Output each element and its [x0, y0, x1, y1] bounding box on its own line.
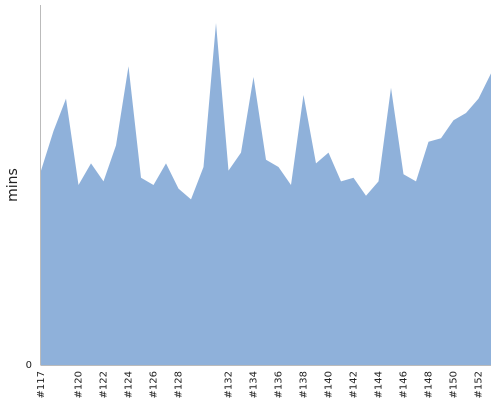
data-point — [52, 129, 56, 133]
x-tick-label: #150 — [449, 371, 460, 398]
data-point — [189, 197, 193, 201]
x-tick-label: #124 — [124, 371, 135, 398]
data-point — [339, 179, 343, 183]
data-point — [77, 183, 81, 187]
axes — [40, 5, 491, 366]
data-point — [277, 165, 281, 169]
data-point — [64, 97, 68, 101]
x-tick-label: #132 — [224, 371, 235, 398]
x-tick-label: #140 — [324, 371, 335, 398]
x-tick-label: #152 — [474, 371, 485, 398]
x-tick-label: #126 — [149, 371, 160, 398]
data-point — [102, 179, 106, 183]
data-point — [264, 158, 268, 162]
data-point — [114, 143, 118, 147]
data-point — [227, 169, 231, 173]
data-point — [477, 97, 481, 101]
data-point — [127, 64, 131, 68]
x-tick-label: #138 — [299, 371, 310, 398]
y-tick-labels: 0 — [26, 360, 32, 371]
data-point — [389, 86, 393, 90]
y-tick-label: 0 — [26, 360, 32, 371]
x-tick-label: #148 — [424, 371, 435, 398]
data-point — [239, 151, 243, 155]
area-layer — [41, 21, 493, 365]
data-point — [427, 140, 431, 144]
data-point — [377, 179, 381, 183]
data-point — [439, 136, 443, 140]
data-point — [214, 21, 218, 25]
data-point — [402, 172, 406, 176]
data-point — [302, 93, 306, 97]
x-tick-label: #117 — [36, 371, 47, 398]
data-point — [89, 161, 93, 165]
data-point — [152, 183, 156, 187]
data-point — [364, 194, 368, 198]
data-point — [314, 161, 318, 165]
y-axis-title: mins — [5, 168, 21, 202]
data-point — [327, 151, 331, 155]
x-tick-label: #142 — [349, 371, 360, 398]
data-point — [352, 176, 356, 180]
x-tick-label: #144 — [374, 371, 385, 398]
data-point — [252, 75, 256, 79]
data-point — [164, 161, 168, 165]
x-tick-label: #146 — [399, 371, 410, 398]
data-point — [139, 176, 143, 180]
x-tick-label: #134 — [249, 371, 260, 398]
data-point — [489, 71, 493, 75]
x-tick-label: #122 — [99, 371, 110, 398]
x-tick-labels: #117 #120 #122 #124 #126 #128 #132 #134 #136 #138… — [36, 371, 485, 398]
area-series — [41, 23, 491, 365]
x-tick-label: #128 — [174, 371, 185, 398]
x-tick-label: #136 — [274, 371, 285, 398]
data-point — [452, 118, 456, 122]
data-point — [414, 179, 418, 183]
data-point — [202, 165, 206, 169]
data-point — [177, 187, 181, 191]
data-point — [464, 111, 468, 115]
data-point — [289, 183, 293, 187]
x-tick-label: #120 — [74, 371, 85, 398]
